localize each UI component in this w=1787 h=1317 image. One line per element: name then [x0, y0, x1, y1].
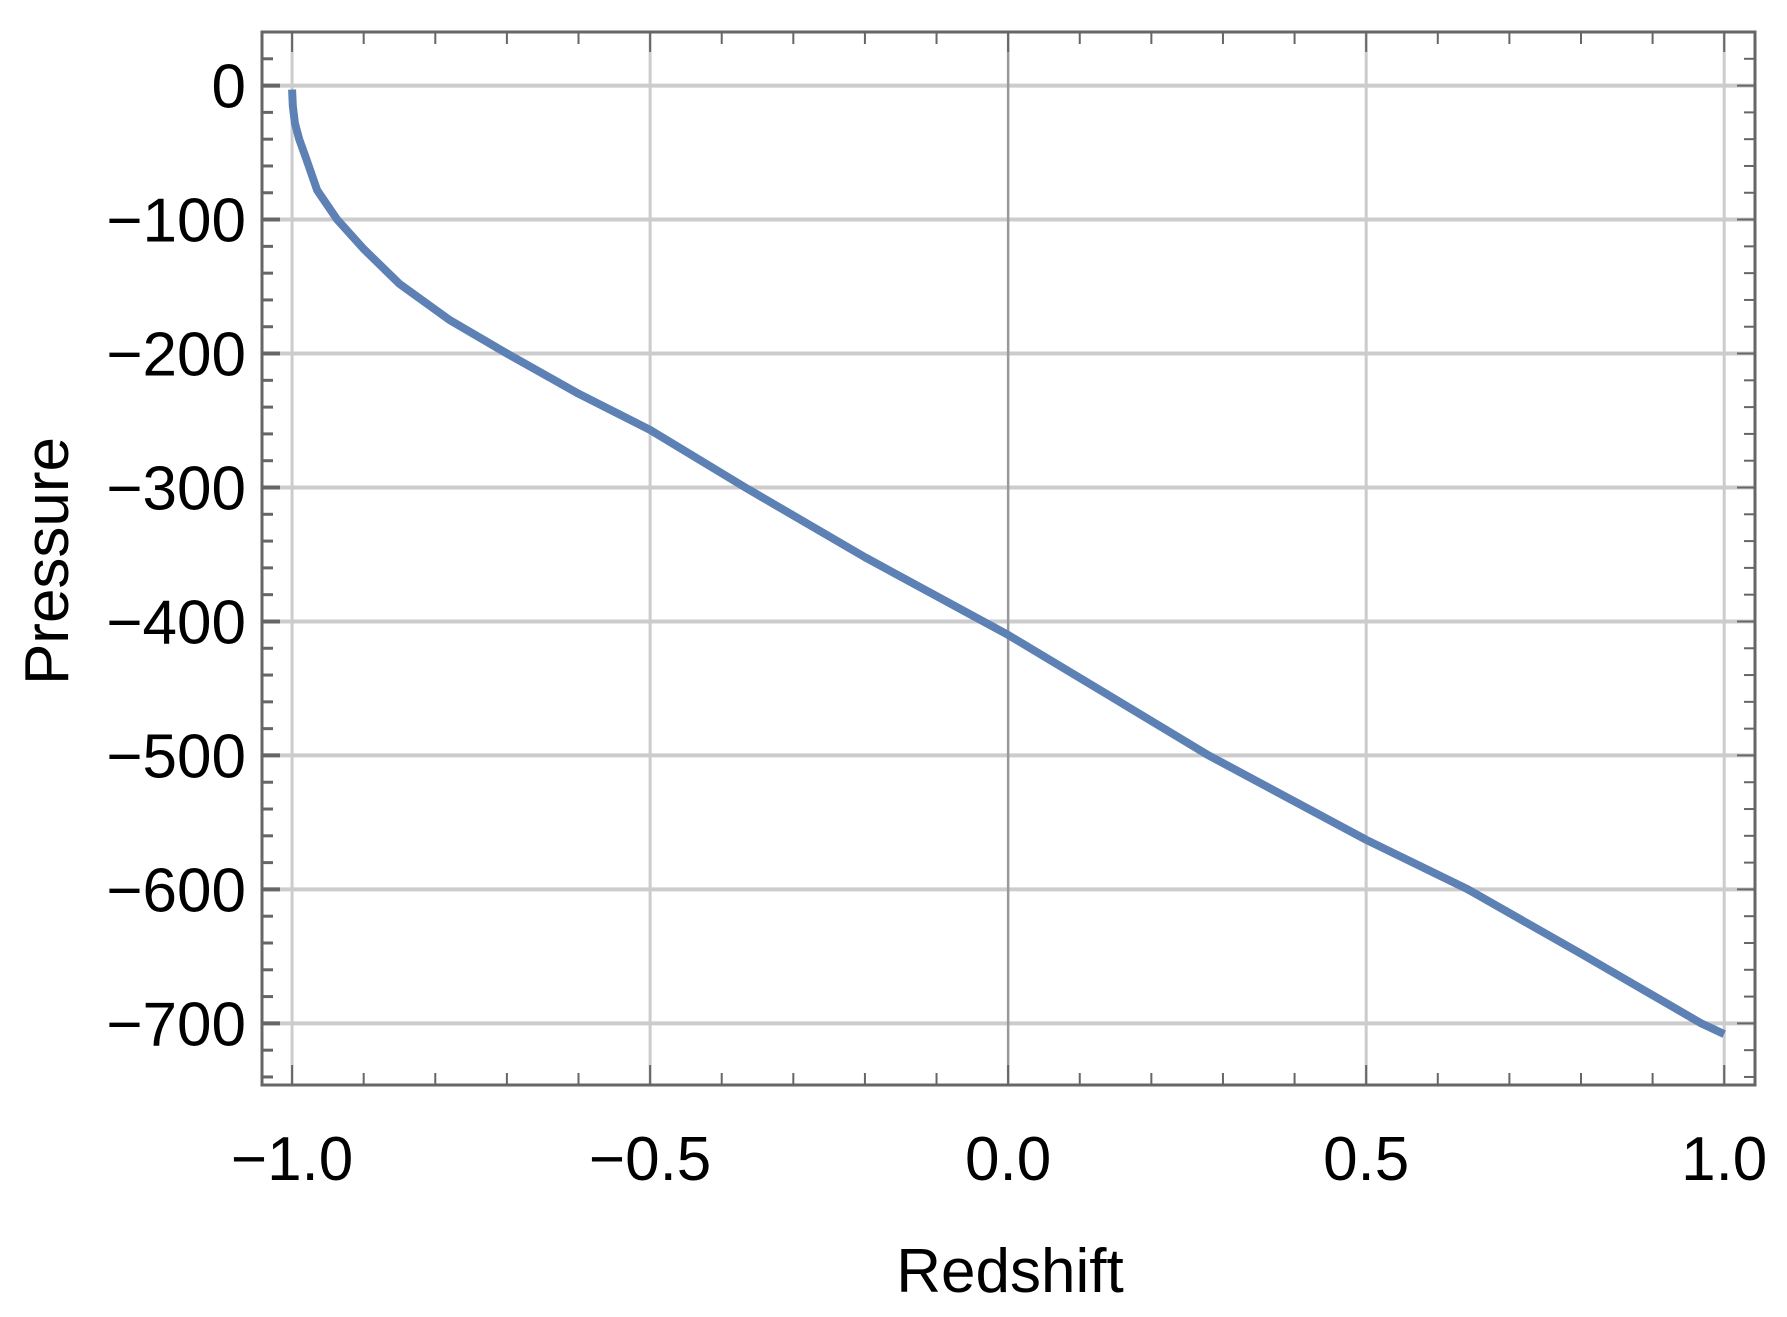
- y-tick-label: 0: [212, 53, 246, 122]
- x-axis-label: Redshift: [896, 1237, 1123, 1306]
- y-tick-label: −300: [106, 454, 246, 523]
- y-tick-label: −500: [106, 722, 246, 791]
- x-tick-label: 0.0: [965, 1125, 1051, 1194]
- y-tick-label: −200: [106, 321, 246, 390]
- y-axis-label: Pressure: [13, 437, 82, 685]
- y-tick-label: −100: [106, 187, 246, 256]
- x-tick-label: 0.5: [1323, 1125, 1409, 1194]
- x-tick-label: 1.0: [1681, 1125, 1767, 1194]
- x-tick-labels: −1.0 −0.5 0.0 0.5 1.0: [231, 1125, 1767, 1194]
- x-tick-label: −1.0: [231, 1125, 353, 1194]
- pressure-curve: [288, 89, 1726, 1038]
- y-tick-label: −700: [106, 990, 246, 1059]
- y-tick-label: −400: [106, 588, 246, 657]
- axis-ticks: [262, 30, 1755, 1085]
- x-tick-label: −0.5: [589, 1125, 711, 1194]
- y-tick-labels: 0 −100 −200 −300 −400 −500 −600 −700: [106, 53, 246, 1060]
- series-line: [288, 89, 1726, 1038]
- y-tick-label: −600: [106, 856, 246, 925]
